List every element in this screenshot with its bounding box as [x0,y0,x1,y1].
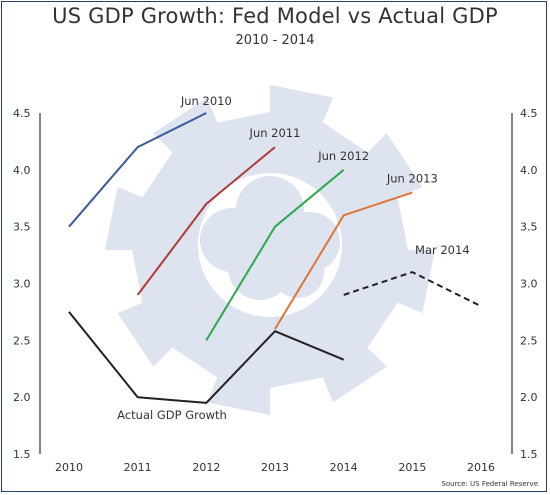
series-line-jun-2013 [274,191,413,330]
series-layer: Jun 2010 Jun 2011 Jun 2012 Jun 2013 Mar 2014… [68,94,482,422]
x-tick-label: 2013 [261,461,289,474]
y-tick-label-left: 3.5 [13,221,31,234]
y-tick-label-right: 4.0 [520,164,538,177]
series-line-jun-2010 [68,112,207,228]
series-line-actual-gdp-growth [68,311,345,404]
series-label: Jun 2010 [180,94,232,108]
axes: 1.5 1.5 2.0 2.0 2.5 2.5 3.0 3.0 3.5 3.5 4.0 4.0 4.5 4… [13,107,538,474]
y-tick-label-left: 2.0 [13,391,31,404]
series-label: Mar 2014 [415,243,470,257]
y-tick-label-left: 4.0 [13,164,31,177]
y-tick-label-right: 1.5 [520,448,538,461]
x-tick-label: 2010 [55,461,83,474]
series-label: Jun 2013 [386,172,438,186]
y-tick-label-left: 3.0 [13,278,31,291]
y-tick-label-left: 1.5 [13,448,31,461]
x-tick-label: 2011 [124,461,152,474]
thought-bubble-dot [315,307,341,333]
y-tick-label-right: 3.5 [520,221,538,234]
series-label: Actual GDP Growth [117,408,227,422]
series-line-jun-2011 [136,146,276,296]
y-tick-label-right: 3.0 [520,278,538,291]
series-line-mar-2014 [343,271,482,308]
series-label: Jun 2011 [249,126,301,140]
x-tick-label: 2012 [192,461,220,474]
chart-title: US GDP Growth: Fed Model vs Actual GDP [52,4,498,28]
chart-subtitle: 2010 - 2014 [235,33,315,48]
y-tick-label-left: 4.5 [13,107,31,120]
series-line-jun-2012 [205,169,345,341]
y-tick-label-left: 2.5 [13,334,31,347]
thought-cloud-puff [272,246,324,298]
y-tick-label-right: 4.5 [520,107,538,120]
series-label: Jun 2012 [317,149,369,163]
gear-thought-watermark [105,85,435,415]
x-tick-label: 2016 [467,461,495,474]
y-tick-label-right: 2.5 [520,334,538,347]
y-tick-label-right: 2.0 [520,391,538,404]
x-tick-label: 2014 [330,461,358,474]
thought-bubble-dot [342,338,358,354]
x-tick-label: 2015 [398,461,426,474]
source-note: Source: US Federal Reserve [441,480,538,488]
